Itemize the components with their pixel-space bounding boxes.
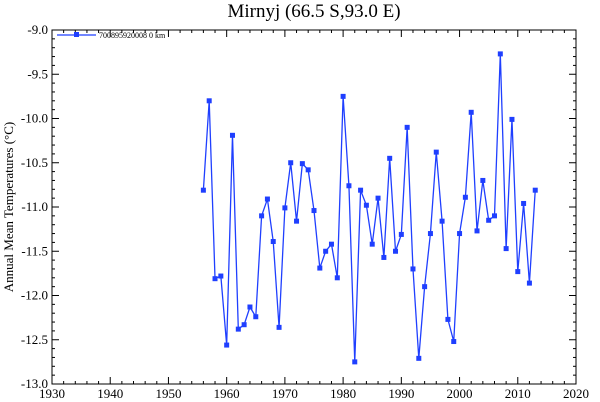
data-point [393, 248, 399, 254]
y-tick-label: -10.5 [21, 155, 48, 170]
y-tick-label: -10.0 [21, 111, 48, 126]
x-tick-label: 1970 [272, 386, 298, 401]
data-point [247, 304, 253, 310]
y-tick-label: -11.5 [21, 243, 48, 258]
data-point [200, 187, 206, 193]
x-tick-label: 1930 [39, 386, 65, 401]
x-tick-label: 1990 [388, 386, 414, 401]
data-point [474, 228, 480, 234]
data-point [532, 187, 538, 193]
data-point [282, 205, 288, 211]
x-tick-label: 2000 [447, 386, 473, 401]
data-point [404, 124, 410, 130]
data-point [486, 217, 492, 223]
data-point [264, 196, 270, 202]
data-point [270, 239, 276, 245]
data-point [259, 213, 265, 219]
data-point [509, 116, 515, 122]
data-point [457, 231, 463, 237]
data-point [416, 355, 422, 361]
legend-label: 700895920008 0 km [99, 31, 166, 40]
data-point [451, 339, 457, 345]
chart-title: Mirnyj (66.5 S,93.0 E) [227, 1, 400, 22]
data-point [206, 98, 212, 104]
data-point [445, 316, 451, 322]
data-point [491, 213, 497, 219]
data-point [235, 326, 241, 332]
data-point [294, 218, 300, 224]
data-point [375, 195, 381, 201]
data-point [241, 322, 247, 328]
data-point [305, 167, 311, 173]
data-point [299, 161, 305, 167]
series-layer [200, 51, 538, 365]
data-point [427, 231, 433, 237]
data-point [352, 359, 358, 365]
data-point [229, 132, 235, 138]
data-point [515, 269, 521, 275]
data-point [369, 241, 375, 247]
data-point [358, 187, 364, 193]
data-point [224, 342, 230, 348]
data-point [526, 280, 532, 286]
y-tick-label: -11.0 [21, 199, 48, 214]
y-axis: -9.0 -9.5 -10.0 -10.5 -11.0 -11.5 -12.0 -12.5 -1… [21, 22, 576, 391]
data-point [212, 276, 218, 282]
x-tick-label: 1960 [214, 386, 240, 401]
y-tick-label: -12.0 [21, 288, 48, 303]
data-point [497, 51, 503, 57]
data-point [334, 275, 340, 281]
x-tick-label: 2020 [563, 386, 589, 401]
x-tick-label: 1950 [155, 386, 181, 401]
y-tick-label: -9.5 [27, 66, 48, 81]
data-point [311, 208, 317, 214]
data-point [480, 177, 486, 183]
y-tick-label: -12.5 [21, 332, 48, 347]
data-point [363, 202, 369, 208]
data-point [346, 183, 352, 189]
data-point [340, 93, 346, 99]
data-point [288, 160, 294, 166]
data-point [503, 246, 509, 252]
series-line [202, 53, 536, 362]
x-tick-label: 1940 [97, 386, 123, 401]
x-tick-label: 2010 [505, 386, 531, 401]
data-point [433, 149, 439, 155]
data-point [276, 324, 282, 330]
y-tick-label: -13.0 [21, 376, 48, 391]
x-axis: 1930 1940 1950 1960 1970 1980 1990 2000 2010 2020 [39, 30, 589, 401]
legend: 700895920008 0 km [57, 31, 166, 40]
data-point [387, 155, 393, 161]
data-point [317, 265, 323, 271]
data-point [398, 231, 404, 237]
data-point [218, 273, 224, 279]
data-point [410, 266, 416, 272]
y-tick-label: -9.0 [27, 22, 48, 37]
y-axis-label: Annual Mean Temperatures (°C) [1, 122, 16, 292]
data-point [462, 194, 468, 200]
data-point [381, 254, 387, 260]
data-point [328, 241, 334, 247]
x-tick-label: 1980 [330, 386, 356, 401]
data-point [422, 284, 428, 290]
data-point [521, 200, 527, 206]
data-point [468, 109, 474, 115]
legend-marker [74, 32, 79, 37]
data-point [253, 314, 259, 320]
data-point [439, 218, 445, 224]
data-point [323, 248, 329, 254]
